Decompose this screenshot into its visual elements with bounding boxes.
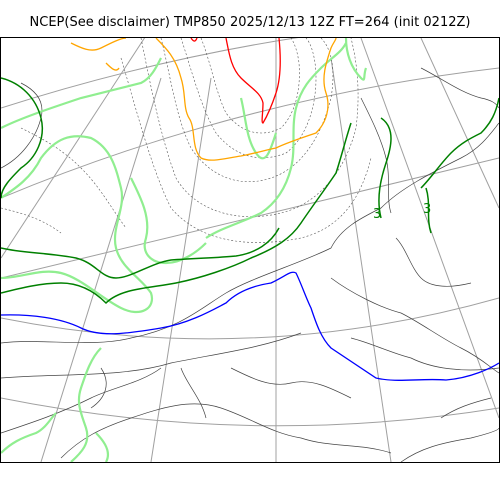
- coastline: [90, 367, 107, 409]
- meridian-line: [40, 77, 162, 462]
- dashed-contour: [160, 38, 334, 182]
- isotherm-3: [378, 117, 392, 219]
- dashed-contour: [120, 57, 372, 243]
- isotherm-3: [425, 187, 432, 234]
- isotherm: [225, 38, 281, 124]
- dashed-contour: [200, 38, 300, 134]
- isotherm-3: [420, 97, 499, 189]
- dashed-contours: [1, 38, 372, 243]
- isotherm: [344, 38, 368, 81]
- dashed-contour: [180, 38, 317, 159]
- isotherm: [205, 42, 347, 239]
- coastline: [420, 67, 499, 109]
- isotherm: [1, 412, 57, 454]
- coastline: [1, 367, 162, 434]
- coastline: [350, 337, 499, 371]
- contour-labels: 3 3: [373, 202, 431, 222]
- coastline: [330, 277, 499, 374]
- isotherm: [1, 135, 154, 314]
- dashed-contour: [20, 127, 127, 229]
- coastline: [440, 397, 492, 419]
- isotherm: [70, 347, 102, 462]
- meridian-line: [1, 38, 146, 259]
- meridian-line: [330, 57, 392, 462]
- meridian-line: [150, 77, 212, 462]
- isotherm: [95, 432, 110, 462]
- isotherm: [70, 38, 127, 51]
- latitude-line: [1, 397, 499, 427]
- isotherm: [105, 62, 120, 71]
- latitude-line: [1, 67, 499, 199]
- coastlines: [1, 67, 499, 462]
- isotherm-3: [1, 122, 352, 305]
- light-green-isotherms: [1, 38, 368, 462]
- meridian-line: [420, 38, 499, 209]
- coastline: [180, 367, 207, 419]
- coastline: [230, 367, 352, 399]
- cold-isotherm: [1, 271, 499, 381]
- isotherm: [130, 177, 207, 265]
- map-title: NCEP(See disclaimer) TMP850 2025/12/13 1…: [29, 15, 471, 30]
- coastline: [400, 427, 499, 462]
- dashed-contour: [1, 207, 62, 234]
- coastline: [395, 237, 472, 287]
- red-isotherms: [190, 38, 281, 124]
- coastline: [1, 332, 302, 379]
- weather-map: 3 3: [0, 37, 500, 463]
- graticule: [1, 38, 499, 462]
- isotherm-3: [1, 227, 280, 279]
- contour-label: 3: [423, 202, 431, 217]
- isotherm-3: [1, 77, 43, 199]
- coastline: [1, 122, 499, 344]
- isotherm: [1, 57, 162, 129]
- isotherm: [155, 38, 337, 161]
- orange-isotherms: [70, 38, 337, 161]
- latitude-line: [1, 297, 499, 340]
- coastline: [360, 97, 392, 214]
- contour-label: 3: [373, 207, 381, 222]
- dark-green-isotherms: [1, 77, 499, 305]
- dashed-contour: [140, 38, 359, 217]
- isotherm: [190, 38, 198, 42]
- latitude-line: [1, 38, 299, 109]
- coastline: [60, 403, 392, 459]
